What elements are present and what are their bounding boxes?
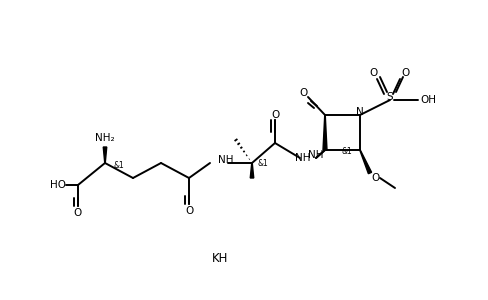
Text: O: O xyxy=(401,68,409,78)
Text: NH: NH xyxy=(294,153,309,163)
Text: S: S xyxy=(386,92,392,102)
Text: O: O xyxy=(298,88,306,98)
Polygon shape xyxy=(250,163,253,178)
Text: O: O xyxy=(74,208,82,218)
Text: NH: NH xyxy=(307,150,323,160)
Text: NH: NH xyxy=(218,155,233,165)
Text: O: O xyxy=(184,206,193,216)
Text: &1: &1 xyxy=(341,148,352,157)
Text: KH: KH xyxy=(211,251,228,265)
Polygon shape xyxy=(323,115,326,150)
Text: &1: &1 xyxy=(113,160,123,169)
Polygon shape xyxy=(103,147,106,163)
Polygon shape xyxy=(359,150,371,174)
Text: O: O xyxy=(370,173,378,183)
Text: OH: OH xyxy=(419,95,435,105)
Text: &1: &1 xyxy=(258,158,268,167)
Text: O: O xyxy=(369,68,377,78)
Text: NH₂: NH₂ xyxy=(95,133,115,143)
Text: O: O xyxy=(270,110,279,120)
Text: HO: HO xyxy=(50,180,66,190)
Text: N: N xyxy=(355,107,363,117)
